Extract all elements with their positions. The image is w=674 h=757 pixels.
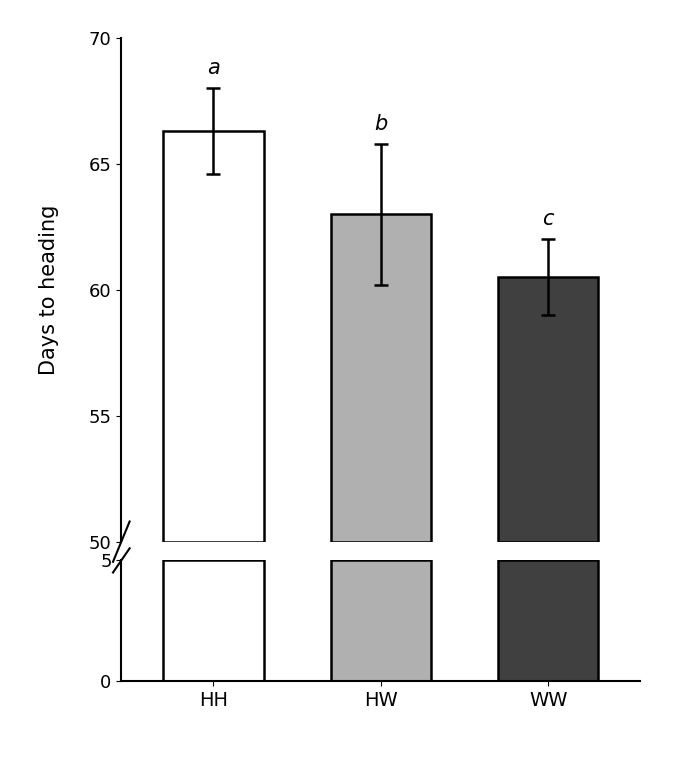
Bar [163,560,264,681]
Bar [330,560,431,681]
Y-axis label: Days to heading: Days to heading [39,204,59,375]
Bar [163,131,264,542]
Bar [498,560,599,681]
Bar [498,277,599,542]
Text: b: b [374,114,388,133]
Text: a: a [207,58,220,78]
Bar [330,214,431,542]
Text: c: c [543,209,554,229]
